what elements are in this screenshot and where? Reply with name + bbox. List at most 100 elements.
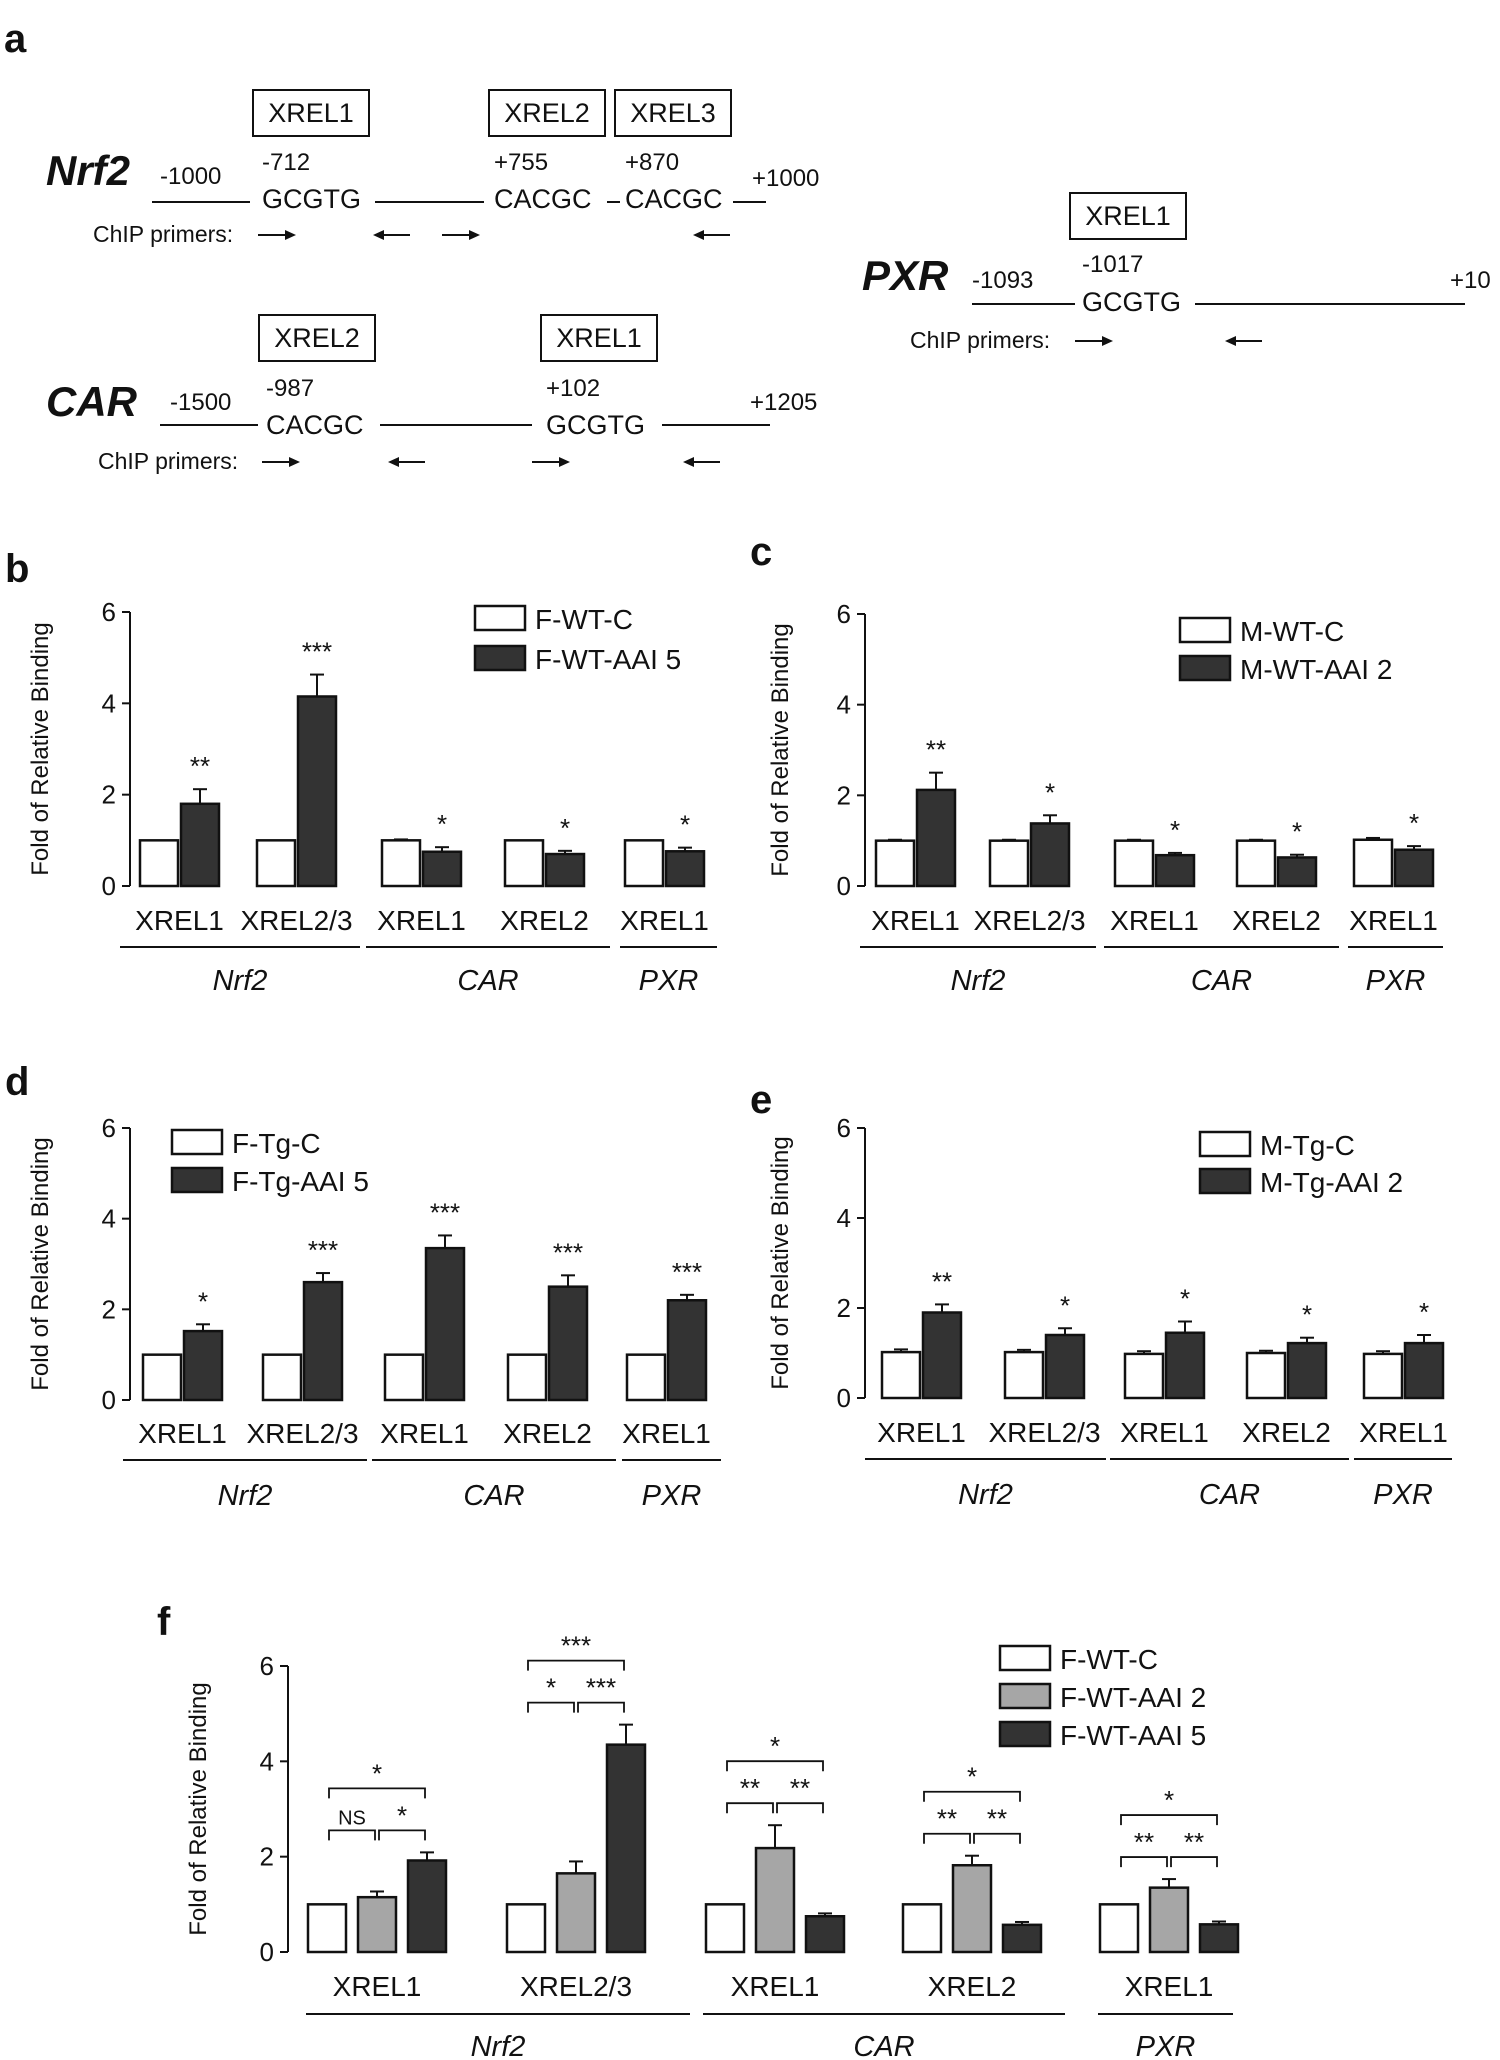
- x-category-label: XREL2/3: [240, 905, 352, 936]
- legend-swatch: [1198, 1130, 1252, 1158]
- gene-group-label: Nrf2: [958, 1479, 1013, 1511]
- legend-label: F-WT-AAI 2: [1060, 1682, 1206, 1713]
- legend-label: F-Tg-C: [232, 1128, 321, 1159]
- bracket-outer: [923, 1790, 1021, 1802]
- legend: F-WT-C F-WT-AAI 5: [473, 604, 681, 675]
- nrf2-box-xrel2-label: XREL2: [504, 98, 590, 128]
- legend-label: F-WT-AAI 5: [535, 644, 681, 675]
- bar: [261, 1353, 303, 1402]
- legend-label: F-WT-C: [1060, 1644, 1158, 1675]
- nrf2-box-xrel1: [252, 89, 370, 137]
- x-category-label: XREL1: [1359, 1417, 1448, 1448]
- bar: [1286, 1341, 1328, 1400]
- y-tick-label: 2: [837, 780, 851, 810]
- nrf2-seq-xrel1: GCGTG: [262, 184, 361, 214]
- bracket-outer-label: *: [770, 1731, 780, 1761]
- x-category-label: XREL1: [135, 905, 224, 936]
- significance-label: **: [926, 735, 946, 765]
- pxr-start-coord: -1093: [972, 267, 1033, 294]
- y-tick-label: 4: [260, 1746, 274, 1776]
- bar: [356, 1895, 398, 1954]
- bar: [1164, 1331, 1206, 1400]
- bar: [921, 1311, 963, 1400]
- x-category-label: XREL1: [377, 905, 466, 936]
- bracket-pair1: [726, 1802, 774, 1814]
- significance-label: **: [932, 1266, 952, 1296]
- y-axis-label: Fold of Relative Binding: [27, 622, 54, 875]
- significance-label: *: [1292, 817, 1302, 847]
- nrf2-box-xrel3-label: XREL3: [630, 98, 716, 128]
- car-seq-xrel2: CACGC: [266, 410, 364, 440]
- x-category-label: XREL1: [622, 1418, 711, 1449]
- legend-swatch: [1178, 654, 1232, 682]
- bar: [951, 1863, 993, 1954]
- chart-panel-f: f 0 2 4 6 Fold of Relative Binding XREL1 XREL2/…: [157, 1600, 1240, 2060]
- legend-label: F-WT-AAI 5: [1060, 1720, 1206, 1751]
- gene-group-label: CAR: [463, 1480, 524, 1512]
- bar: [901, 1903, 943, 1954]
- car-box-xrel1-label: XREL1: [556, 323, 642, 353]
- significance-label: *: [680, 810, 690, 840]
- bracket-pair2-label: *: [397, 1800, 407, 1830]
- bar: [544, 852, 586, 888]
- panel-letter-e: e: [750, 1078, 772, 1122]
- nrf2-primer-arrows: [258, 230, 730, 240]
- bar: [915, 788, 957, 888]
- y-tick-label: 0: [837, 871, 851, 901]
- bar: [880, 1350, 922, 1400]
- bar: [1003, 1350, 1045, 1400]
- bar: [1352, 838, 1394, 888]
- y-axis-label: Fold of Relative Binding: [185, 1682, 212, 1935]
- nrf2-arrowhead-fwd-1: [285, 230, 296, 240]
- y-tick-label: 2: [102, 780, 116, 810]
- nrf2-pos-xrel1: -712: [262, 149, 310, 176]
- panel-letter-b: b: [5, 547, 29, 591]
- y-axis-label: Fold of Relative Binding: [27, 1137, 54, 1390]
- y-tick-label: 4: [837, 690, 851, 720]
- bracket-pair2-label: ***: [586, 1673, 616, 1703]
- legend-swatch: [473, 644, 527, 672]
- bracket-outer-label: *: [967, 1762, 977, 1792]
- nrf2-seq-xrel2: CACGC: [494, 184, 592, 214]
- pxr-end-coord: +10: [1450, 267, 1491, 294]
- legend: M-Tg-C M-Tg-AAI 2: [1198, 1130, 1403, 1198]
- significance-label: *: [198, 1286, 208, 1316]
- bar: [666, 1299, 708, 1402]
- y-tick-label: 6: [260, 1651, 274, 1681]
- legend-swatch: [1178, 616, 1232, 644]
- bar: [874, 839, 916, 888]
- y-tick-label: 6: [102, 1113, 116, 1143]
- y-tick-label: 0: [260, 1937, 274, 1967]
- bar: [1198, 1923, 1240, 1954]
- car-primer-arrows: [262, 457, 720, 467]
- bar: [804, 1915, 846, 1954]
- car-box-xrel1: [540, 314, 658, 362]
- x-category-label: XREL1: [871, 905, 960, 936]
- bracket-pair2-label: **: [987, 1804, 1007, 1834]
- legend: F-WT-C F-WT-AAI 2 F-WT-AAI 5: [998, 1644, 1206, 1751]
- significance-label: *: [1419, 1297, 1429, 1327]
- gene-group-label: PXR: [1366, 965, 1426, 997]
- legend-swatch: [998, 1644, 1052, 1672]
- bracket-outer: [527, 1659, 625, 1671]
- bracket-pair2: [973, 1832, 1021, 1844]
- bar: [1148, 1886, 1190, 1954]
- significance-label: ***: [302, 637, 332, 667]
- car-start-coord: -1500: [170, 389, 231, 416]
- y-tick-label: 2: [102, 1294, 116, 1324]
- nrf2-gene-label: Nrf2: [46, 147, 130, 194]
- car-pos-xrel1: +102: [546, 375, 600, 402]
- gene-group-label: PXR: [1373, 1479, 1433, 1511]
- gene-group-label: CAR: [853, 2031, 914, 2060]
- x-category-label: XREL1: [877, 1417, 966, 1448]
- bracket-pair1: [923, 1832, 971, 1844]
- bar: [380, 839, 422, 888]
- y-tick-label: 4: [102, 1204, 116, 1234]
- car-schematic: CAR -1500 XREL2 -987 CACGC XREL1 +102 GC…: [46, 314, 817, 474]
- bracket-pair1: [1120, 1856, 1168, 1868]
- pxr-arrowhead-fwd-1: [1102, 336, 1113, 346]
- pxr-arrowhead-rev-1: [1225, 336, 1236, 346]
